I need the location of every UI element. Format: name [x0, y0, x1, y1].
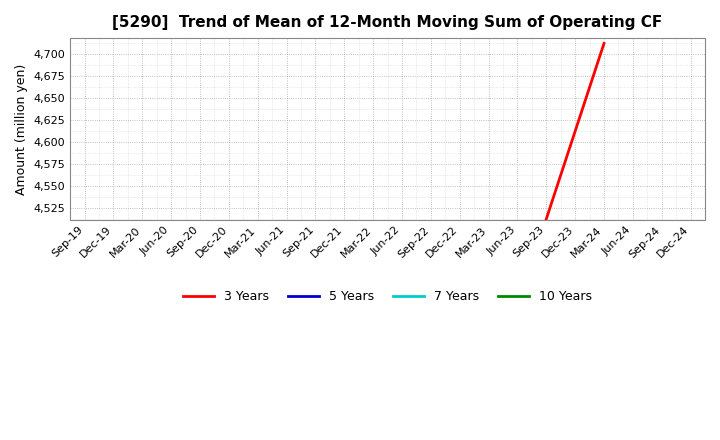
Legend: 3 Years, 5 Years, 7 Years, 10 Years: 3 Years, 5 Years, 7 Years, 10 Years	[178, 285, 598, 308]
Y-axis label: Amount (million yen): Amount (million yen)	[15, 63, 28, 194]
Title: [5290]  Trend of Mean of 12-Month Moving Sum of Operating CF: [5290] Trend of Mean of 12-Month Moving …	[112, 15, 662, 30]
